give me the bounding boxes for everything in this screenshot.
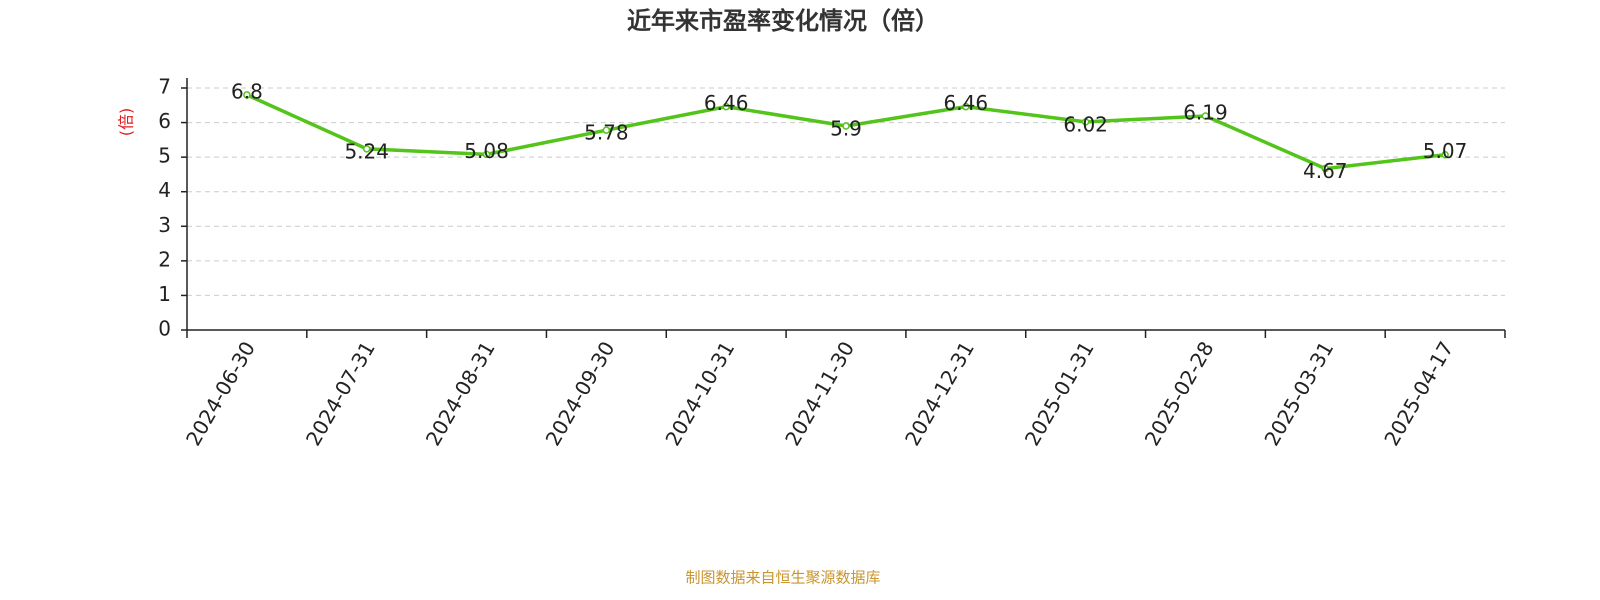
data-point — [362, 145, 371, 153]
y-tick-label: 5 — [158, 144, 171, 168]
data-label: 4.67 — [1303, 159, 1348, 183]
data-label: 5.08 — [464, 139, 509, 163]
y-tick-label: 6 — [158, 109, 171, 133]
data-point — [243, 91, 251, 99]
data-label: 5.78 — [584, 121, 629, 145]
data-label: 6.19 — [1183, 101, 1228, 125]
data-point — [602, 126, 611, 134]
x-tick-label: 2025-02-28 — [1140, 337, 1219, 450]
x-tick-label: 2025-04-17 — [1379, 337, 1458, 450]
data-label: 6.46 — [944, 91, 989, 115]
y-tick-label: 7 — [158, 75, 171, 99]
data-point — [1081, 118, 1090, 126]
x-tick-label: 2024-07-31 — [301, 337, 380, 450]
data-point — [842, 122, 850, 130]
data-point — [1441, 150, 1449, 159]
chart-title: 近年来市盈率变化情况（倍） — [627, 7, 939, 35]
data-label: 5.07 — [1423, 139, 1468, 163]
y-tick-label: 2 — [158, 247, 171, 271]
data-point — [722, 102, 730, 111]
x-tick-label: 2024-11-30 — [780, 337, 859, 450]
x-tick-label: 2024-09-30 — [541, 337, 620, 450]
data-label: 5.9 — [830, 117, 862, 141]
data-label: 6.46 — [704, 91, 749, 115]
data-label: 5.24 — [344, 139, 389, 163]
y-tick-label: 1 — [158, 282, 171, 306]
data-label: 6.8 — [231, 79, 263, 103]
y-axis-label: (倍) — [117, 108, 136, 137]
x-tick-label: 2025-01-31 — [1020, 337, 1099, 450]
source-note: 制图数据来自恒生聚源数据库 — [685, 569, 880, 587]
data-point — [482, 150, 491, 159]
x-tick-label: 2024-10-31 — [660, 337, 739, 450]
data-point — [1321, 164, 1330, 173]
data-point — [962, 102, 970, 111]
y-tick-label: 4 — [158, 178, 171, 202]
data-point — [1201, 112, 1210, 120]
data-label: 6.02 — [1063, 112, 1108, 136]
x-tick-label: 2024-06-30 — [181, 337, 260, 450]
y-tick-label: 0 — [158, 317, 171, 341]
x-tick-label: 2025-03-31 — [1259, 337, 1338, 450]
x-tick-label: 2024-08-31 — [421, 337, 500, 450]
x-tick-label: 2024-12-31 — [900, 337, 979, 450]
y-tick-label: 3 — [158, 213, 171, 237]
